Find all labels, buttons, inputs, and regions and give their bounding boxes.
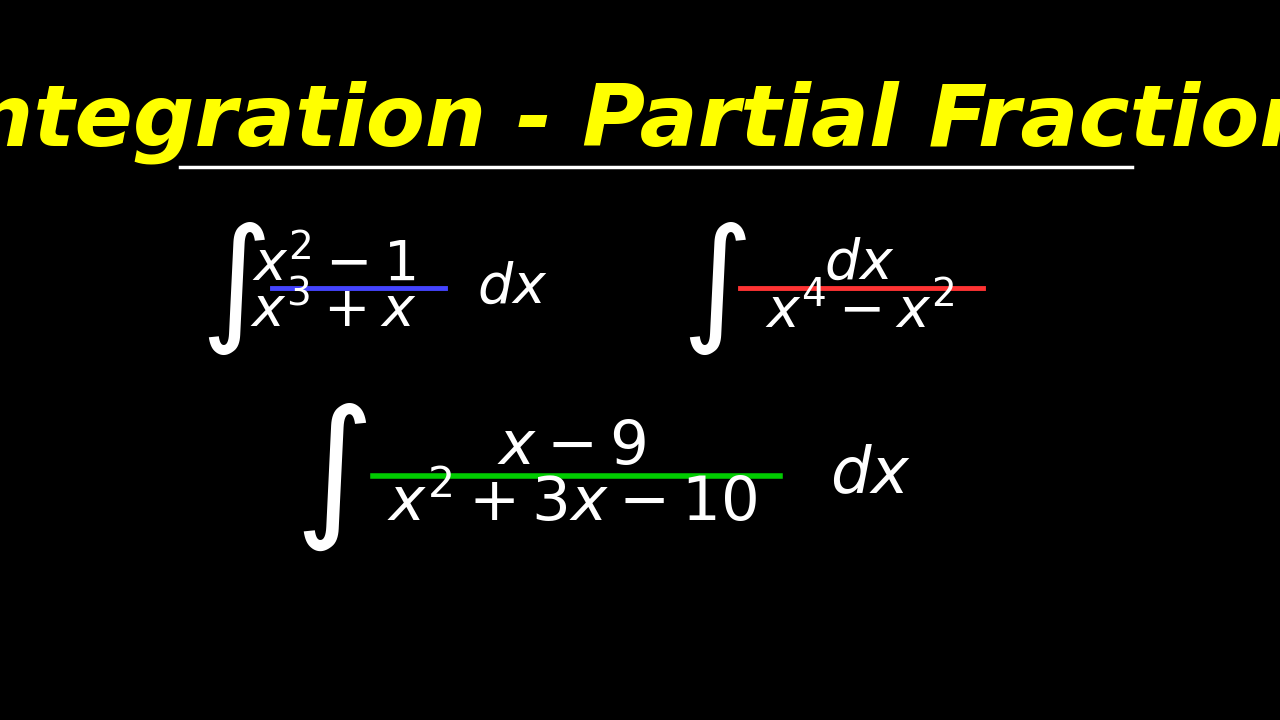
Text: $x^2+3x-10$: $x^2+3x-10$ [387, 474, 756, 534]
Text: Integration - Partial Fractions: Integration - Partial Fractions [0, 81, 1280, 164]
Text: $\int$: $\int$ [681, 221, 746, 357]
Text: $dx$: $dx$ [829, 444, 910, 507]
Text: $dx$: $dx$ [824, 237, 895, 291]
Text: $x^2-1$: $x^2-1$ [252, 238, 415, 292]
Text: $x - 9$: $x - 9$ [497, 418, 646, 477]
Text: $\int$: $\int$ [294, 402, 367, 553]
Text: $dx$: $dx$ [477, 261, 548, 315]
Text: $x^3+x$: $x^3+x$ [251, 284, 417, 339]
Text: $x^4-x^2$: $x^4-x^2$ [764, 285, 954, 341]
Text: $\int$: $\int$ [200, 221, 265, 357]
